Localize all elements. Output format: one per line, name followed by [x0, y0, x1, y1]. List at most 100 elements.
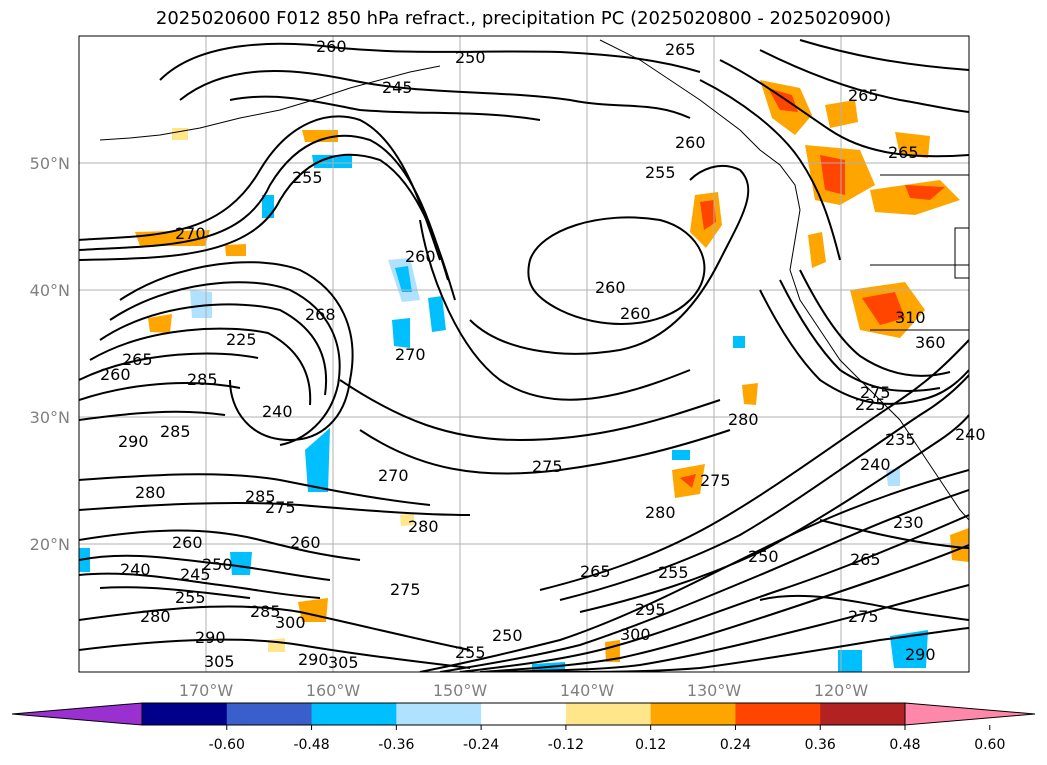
chart-title: 2025020600 F012 850 hPa refract., precip…	[155, 8, 892, 29]
colorbar-segment	[735, 703, 821, 725]
colorbar-segment	[650, 703, 736, 725]
contour-label: 250	[202, 555, 233, 574]
contour-label: 260	[316, 37, 347, 56]
precip-patch	[392, 318, 410, 348]
contour-label: 285	[187, 370, 218, 389]
contour-label: 290	[118, 432, 149, 451]
precip-patch	[742, 383, 758, 405]
lon-label-130w: 130°W	[687, 681, 742, 700]
colorbar-tick-label: -0.24	[463, 737, 499, 753]
colorbar-tick-label: 0.48	[889, 737, 920, 753]
colorbar-tick-label: 0.12	[635, 737, 666, 753]
contour-label: 265	[122, 350, 153, 369]
colorbar-segment	[565, 703, 652, 725]
refractivity-contours	[79, 39, 969, 672]
contour-label: 285	[250, 602, 281, 621]
precip-patch	[148, 314, 172, 333]
contour-label: 360	[915, 333, 946, 352]
precip-patch	[838, 650, 862, 672]
precip-patch	[230, 552, 252, 575]
contour-label: 260	[100, 365, 131, 384]
contour-label: 305	[204, 652, 235, 671]
contour-label: 265	[848, 86, 879, 105]
contour-label: 255	[658, 563, 689, 582]
colorbar-tick-label: -0.36	[378, 737, 414, 753]
precip-patch	[820, 155, 845, 195]
precip-patch	[808, 232, 826, 268]
precip-patch	[395, 266, 412, 292]
contour-label: 300	[620, 625, 651, 644]
contour-label: 268	[305, 305, 336, 324]
lon-label-150w: 150°W	[433, 681, 488, 700]
colorbar-segment	[226, 703, 313, 725]
contour-label: 265	[580, 562, 611, 581]
precip-patch	[302, 130, 338, 142]
colorbar-tick-label: 0.36	[805, 737, 836, 753]
contour-label: 235	[885, 430, 916, 449]
precip-shading	[79, 80, 969, 672]
contour-label: 250	[748, 547, 779, 566]
contour-label: 240	[262, 402, 293, 421]
longitude-labels: 170°W 160°W 150°W 140°W 130°W 120°W	[179, 681, 869, 700]
contour-label: 230	[893, 513, 924, 532]
contour-label: 260	[172, 533, 203, 552]
precip-patch	[672, 450, 690, 460]
contour-label: 255	[645, 163, 676, 182]
precip-patch	[895, 132, 930, 158]
lon-label-170w: 170°W	[179, 681, 234, 700]
contour-label: 280	[728, 410, 759, 429]
contour-label: 285	[160, 422, 191, 441]
contour-label: 290	[905, 645, 936, 664]
contour-label: 255	[455, 643, 486, 662]
contour-label: 290	[298, 650, 329, 669]
contour-label: 265	[850, 550, 881, 569]
precip-patch	[700, 200, 716, 230]
contour-label: 280	[408, 517, 439, 536]
precip-patch	[862, 292, 905, 325]
precip-patch	[950, 528, 969, 562]
contour-label: 265	[665, 40, 696, 59]
lon-label-120w: 120°W	[814, 681, 869, 700]
contour-label: 225	[855, 395, 886, 414]
precip-patch	[312, 155, 352, 168]
precip-patch	[905, 185, 945, 200]
contour-label: 275	[848, 607, 879, 626]
precip-patch	[733, 336, 745, 348]
colorbar-segment	[142, 703, 228, 725]
contour-label: 275	[700, 471, 731, 490]
contour-label: 260	[675, 133, 706, 152]
precip-patch	[262, 195, 274, 218]
contour-label: 295	[635, 600, 666, 619]
contour-label: 275	[860, 383, 891, 402]
contour-label: 260	[405, 247, 436, 266]
contour-label: 240	[120, 560, 151, 579]
colorbar-ticks: -0.60 -0.48 -0.36 -0.24 -0.12 0.12 0.24 0.36 0.4…	[209, 725, 1005, 753]
contour-label: 275	[265, 498, 296, 517]
colorbar-segments	[11, 702, 1036, 726]
contour-label: 280	[135, 483, 166, 502]
contour-label: 260	[595, 278, 626, 297]
colorbar-tick-label: -0.48	[293, 737, 329, 753]
contour-label: 245	[180, 565, 211, 584]
contour-label: 240	[860, 455, 891, 474]
colorbar-tick-label: 0.24	[720, 737, 751, 753]
lat-label-30n: 30°N	[30, 408, 70, 427]
lat-label-50n: 50°N	[30, 154, 70, 173]
contour-label: 280	[140, 607, 171, 626]
contour-label: 310	[895, 308, 926, 327]
contour-label: 225	[226, 330, 257, 349]
contour-label: 270	[378, 466, 409, 485]
latitude-labels: 50°N 40°N 30°N 20°N	[30, 154, 70, 554]
colorbar-segment	[396, 703, 482, 725]
colorbar-segment	[311, 703, 397, 725]
contour-label: 270	[175, 224, 206, 243]
colorbar-tick-label: -0.12	[548, 737, 584, 753]
contour-label: 250	[455, 48, 486, 67]
contour-label: 290	[195, 628, 226, 647]
precip-patch	[225, 244, 246, 256]
colorbar-tick-label: -0.60	[209, 737, 245, 753]
contour-label: 285	[245, 487, 276, 506]
contour-label: 260	[620, 304, 651, 323]
lon-label-140w: 140°W	[560, 681, 615, 700]
